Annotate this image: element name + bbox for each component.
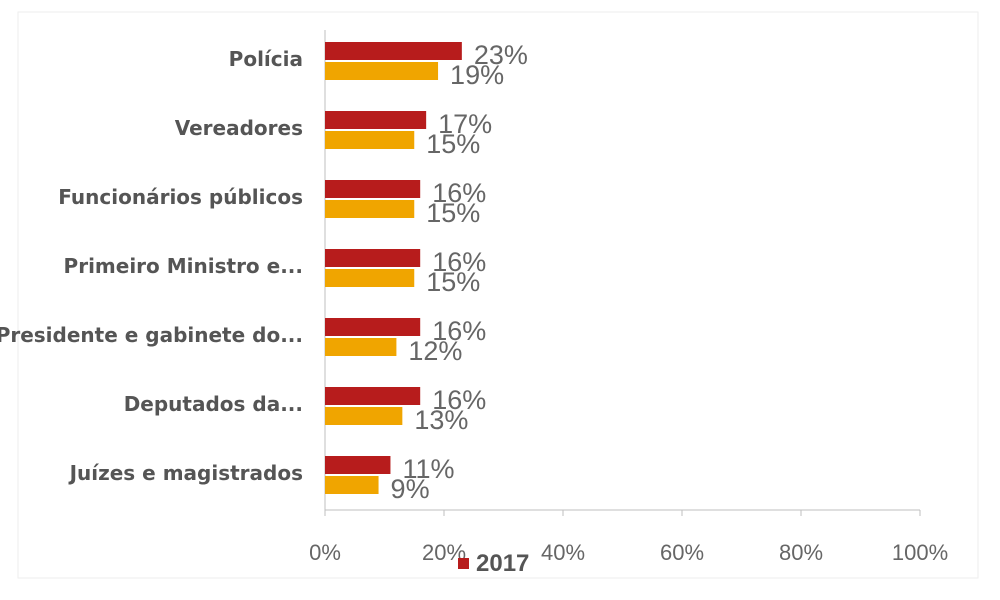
x-tick-label: 80% [779,540,823,565]
bar [325,131,415,149]
data-label: 19% [450,60,504,90]
bar [325,407,403,425]
data-label: 16% [432,385,486,415]
bar [325,111,427,129]
legend: 2017 [458,550,529,577]
data-label: 16% [432,178,486,208]
data-label: 13% [414,405,468,435]
data-label: 16% [432,247,486,277]
bar [325,269,415,287]
bar [325,476,379,494]
bar [325,42,462,60]
chart-frame [17,11,979,579]
data-label: 12% [408,336,462,366]
bar [325,456,391,474]
bar [325,180,421,198]
bar [325,62,439,80]
category-label: Funcionários públicos [58,185,303,209]
data-label: 17% [438,109,492,139]
bar [325,318,421,336]
data-label: 16% [432,316,486,346]
bar [325,387,421,405]
legend-swatch-2017 [458,558,469,569]
x-tick-label: 40% [541,540,585,565]
category-label: Juízes e magistrados [68,461,303,485]
bar [325,249,421,267]
category-label: Primeiro Ministro e... [64,254,303,278]
legend-label-2017: 2017 [476,550,529,577]
data-label: 9% [391,474,430,504]
category-label: Polícia [229,47,303,71]
data-label: 15% [426,198,480,228]
data-label: 11% [402,454,454,484]
data-label: 15% [426,129,480,159]
bar [325,338,397,356]
data-label: 23% [474,40,528,70]
x-tick-label: 100% [892,540,948,565]
category-label: Vereadores [175,116,303,140]
data-label: 15% [426,267,480,297]
bar [325,200,415,218]
plot-area: 0% 20% 40% 60% 80% 100%Polícia 23%19%Vereadore… [0,30,948,565]
category-label: Presidente e gabinete do... [0,323,303,347]
x-tick-label: 0% [309,540,341,565]
x-tick-label: 60% [660,540,704,565]
category-label: Deputados da... [124,392,303,416]
